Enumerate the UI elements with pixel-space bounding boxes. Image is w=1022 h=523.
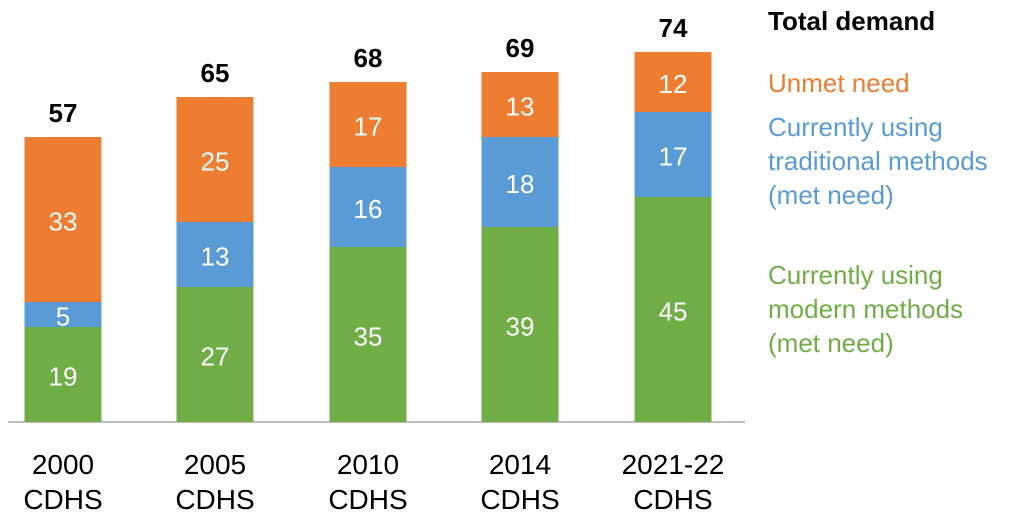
total-label: 68 <box>354 43 383 73</box>
segment-label: 13 <box>506 92 535 122</box>
total-label: 74 <box>659 13 688 43</box>
bar-segment <box>329 82 407 167</box>
segment-label: 25 <box>201 147 230 177</box>
segment-label: 18 <box>506 169 535 199</box>
total-label: 65 <box>201 58 230 88</box>
bar-segment <box>481 137 559 227</box>
legend-entry: Currently using traditional methods (met… <box>768 112 988 210</box>
segment-label: 16 <box>354 194 383 224</box>
bar-segment <box>634 52 712 112</box>
bar-segment <box>481 227 559 422</box>
bar-segment <box>329 247 407 422</box>
bar-segment <box>176 222 254 287</box>
segment-label: 12 <box>659 69 688 99</box>
segment-label: 13 <box>201 242 230 272</box>
x-tick-label: 2000 CDHS <box>23 449 103 515</box>
segment-label: 17 <box>354 112 383 142</box>
segment-label: 5 <box>56 302 70 332</box>
total-label: 69 <box>506 33 535 63</box>
bar-segment <box>176 97 254 222</box>
bar-segment <box>24 137 102 302</box>
segment-label: 45 <box>659 297 688 327</box>
segment-label: 19 <box>49 362 78 392</box>
bar-segment <box>329 167 407 247</box>
segment-label: 33 <box>49 207 78 237</box>
bar-segment <box>481 72 559 137</box>
segment-label: 27 <box>201 342 230 372</box>
totals-legend: Total demand <box>768 6 936 36</box>
segment-label: 39 <box>506 312 535 342</box>
x-tick-label: 2014 CDHS <box>480 449 560 515</box>
legend-entry: Unmet need <box>768 68 910 98</box>
bar-segment <box>24 327 102 422</box>
x-tick-label: 2005 CDHS <box>175 449 255 515</box>
bar-segment <box>634 197 712 422</box>
x-tick-label: 2010 CDHS <box>328 449 408 515</box>
bar-segment <box>176 287 254 422</box>
legend-entry: Currently using modern methods (met need… <box>768 260 964 358</box>
x-tick-label: 2021-22 CDHS <box>621 449 725 515</box>
segment-label: 35 <box>354 322 383 352</box>
segment-label: 17 <box>659 142 688 172</box>
bar-segment <box>634 112 712 197</box>
total-label: 57 <box>49 98 78 128</box>
bar-segment <box>24 302 102 327</box>
